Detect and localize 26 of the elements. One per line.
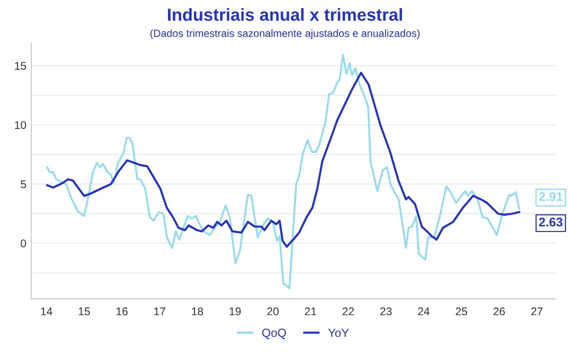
x-tick-label: 27 [531,307,543,316]
x-tick-label: 16 [116,307,128,316]
x-tick-label: 26 [494,307,505,316]
y-tick-label: 10 [14,121,26,129]
legend-label: QoQ [262,328,286,340]
y-tick-label: 15 [14,62,26,70]
legend-label: YoY [328,328,349,337]
x-tick-label: 21 [304,307,316,316]
x-tick-label: 17 [154,308,166,316]
annotation: 2.91 [539,192,563,201]
x-tick-label: 15 [78,308,90,316]
x-tick-label: 14 [41,308,52,316]
chart-title: Industriais anual x trimestral [168,8,402,21]
x-tick-label: 18 [192,307,204,316]
annotation: 2.63 [539,218,562,227]
x-tick-label: 25 [456,307,468,316]
line-series [46,72,520,248]
line-series [46,54,520,290]
x-tick-label: 19 [230,307,241,316]
chart-subtitle: (Dados trimestrais sazonalmente ajustados e anualizados) [150,29,420,40]
x-tick-label: 22 [342,307,354,316]
y-tick-label: 0 [20,239,26,248]
y-tick-label: 5 [20,180,26,188]
x-tick-label: 23 [380,307,392,316]
x-tick-label: 24 [418,307,430,316]
x-tick-label: 20 [267,307,279,316]
